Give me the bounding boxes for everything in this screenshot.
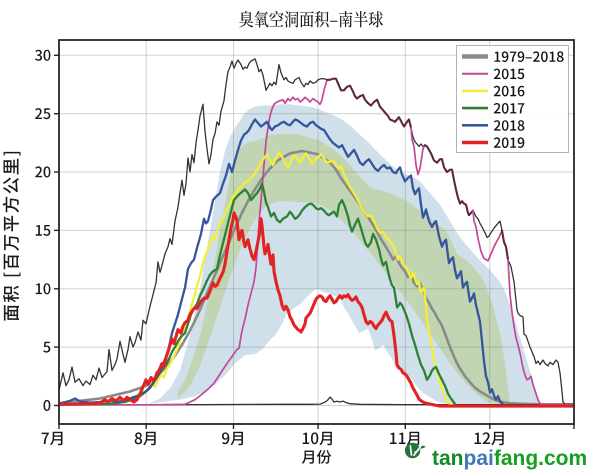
- svg-text:tanpaifang.com: tanpaifang.com: [432, 447, 587, 470]
